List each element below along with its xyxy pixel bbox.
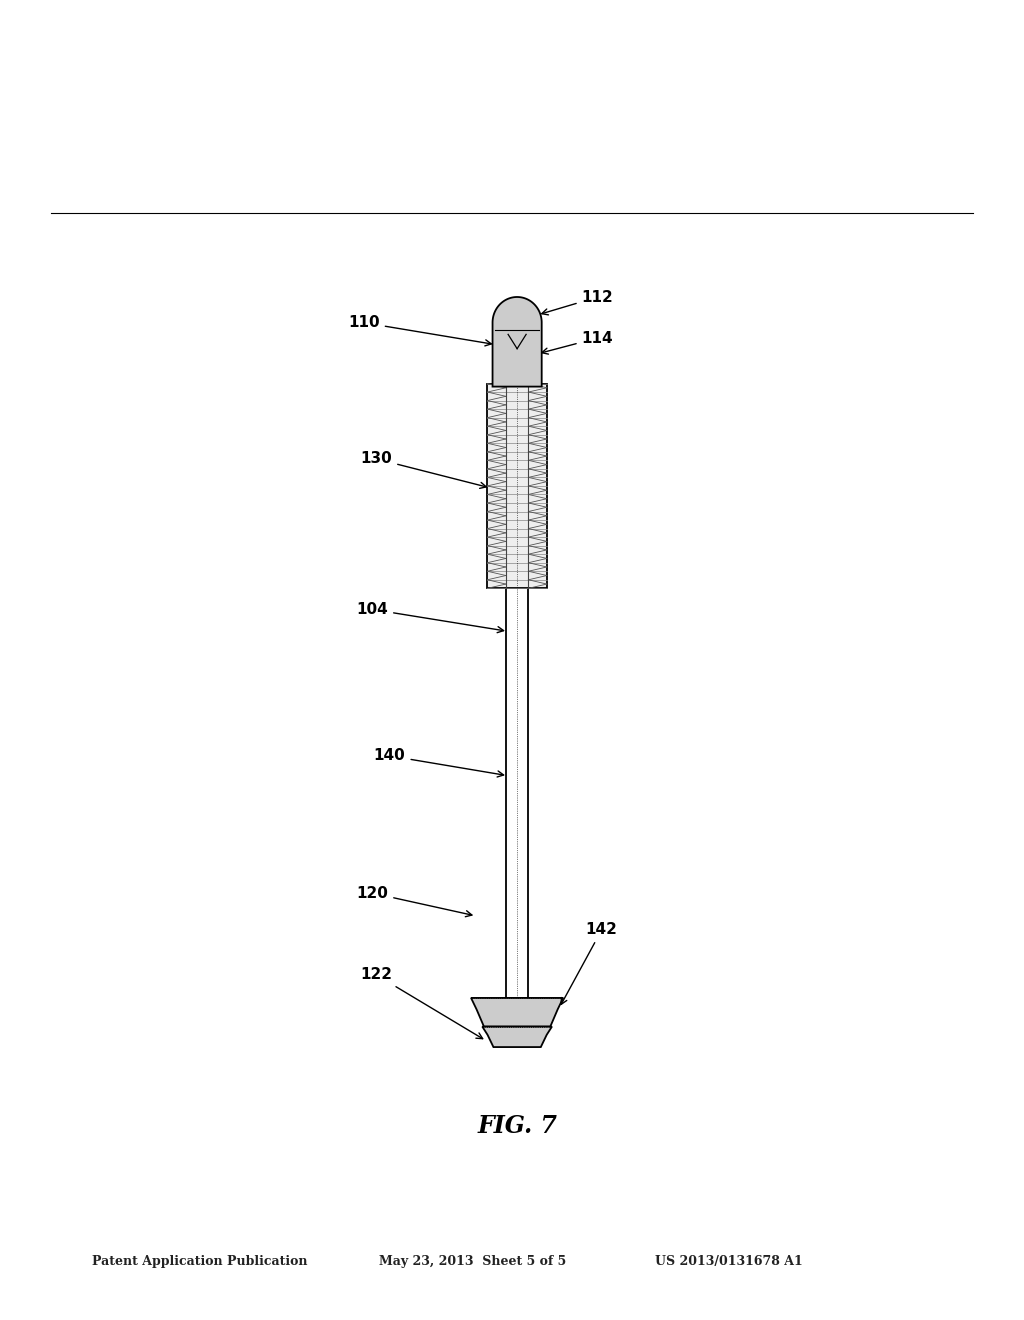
Text: US 2013/0131678 A1: US 2013/0131678 A1: [655, 1254, 803, 1267]
Polygon shape: [487, 384, 547, 589]
Text: FIG. 7: FIG. 7: [477, 1114, 557, 1138]
Text: 110: 110: [348, 315, 492, 346]
Text: 140: 140: [374, 748, 504, 777]
Text: Patent Application Publication: Patent Application Publication: [92, 1254, 307, 1267]
Polygon shape: [506, 384, 528, 998]
Text: 142: 142: [561, 923, 617, 1005]
Text: 112: 112: [542, 289, 613, 315]
Polygon shape: [482, 1027, 552, 1047]
Text: 120: 120: [356, 886, 472, 916]
Polygon shape: [493, 297, 542, 387]
Text: May 23, 2013  Sheet 5 of 5: May 23, 2013 Sheet 5 of 5: [379, 1254, 566, 1267]
Text: 122: 122: [360, 968, 482, 1039]
Text: 104: 104: [356, 602, 504, 632]
Text: 130: 130: [360, 451, 486, 488]
Text: 114: 114: [542, 330, 613, 354]
Polygon shape: [471, 998, 563, 1027]
